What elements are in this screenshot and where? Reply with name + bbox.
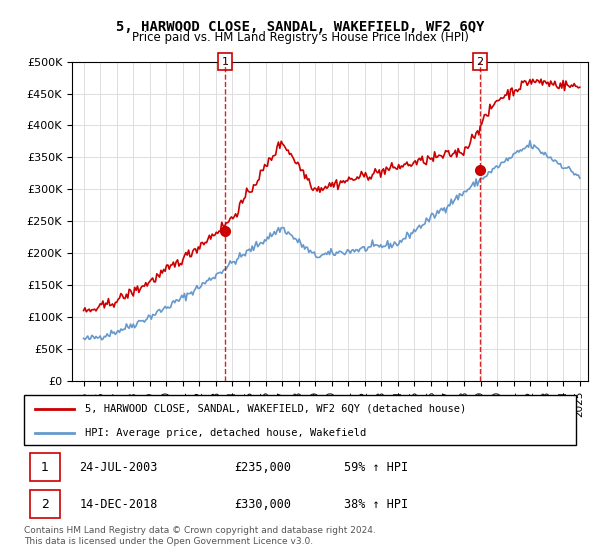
Text: 1: 1 (41, 461, 49, 474)
Text: 2: 2 (41, 498, 49, 511)
Text: HPI: Average price, detached house, Wakefield: HPI: Average price, detached house, Wake… (85, 428, 366, 437)
Text: 1: 1 (221, 57, 229, 67)
Text: 5, HARWOOD CLOSE, SANDAL, WAKEFIELD, WF2 6QY: 5, HARWOOD CLOSE, SANDAL, WAKEFIELD, WF2… (116, 20, 484, 34)
FancyBboxPatch shape (29, 491, 60, 519)
Text: 38% ↑ HPI: 38% ↑ HPI (344, 498, 408, 511)
Text: 2: 2 (476, 57, 483, 67)
Text: 24-JUL-2003: 24-JUL-2003 (79, 461, 158, 474)
Text: Price paid vs. HM Land Registry's House Price Index (HPI): Price paid vs. HM Land Registry's House … (131, 31, 469, 44)
Text: £235,000: £235,000 (234, 461, 291, 474)
Text: £330,000: £330,000 (234, 498, 291, 511)
Text: 14-DEC-2018: 14-DEC-2018 (79, 498, 158, 511)
FancyBboxPatch shape (24, 395, 576, 445)
FancyBboxPatch shape (29, 454, 60, 481)
Text: 5, HARWOOD CLOSE, SANDAL, WAKEFIELD, WF2 6QY (detached house): 5, HARWOOD CLOSE, SANDAL, WAKEFIELD, WF2… (85, 404, 466, 414)
Text: 59% ↑ HPI: 59% ↑ HPI (344, 461, 408, 474)
Text: Contains HM Land Registry data © Crown copyright and database right 2024.
This d: Contains HM Land Registry data © Crown c… (24, 526, 376, 546)
